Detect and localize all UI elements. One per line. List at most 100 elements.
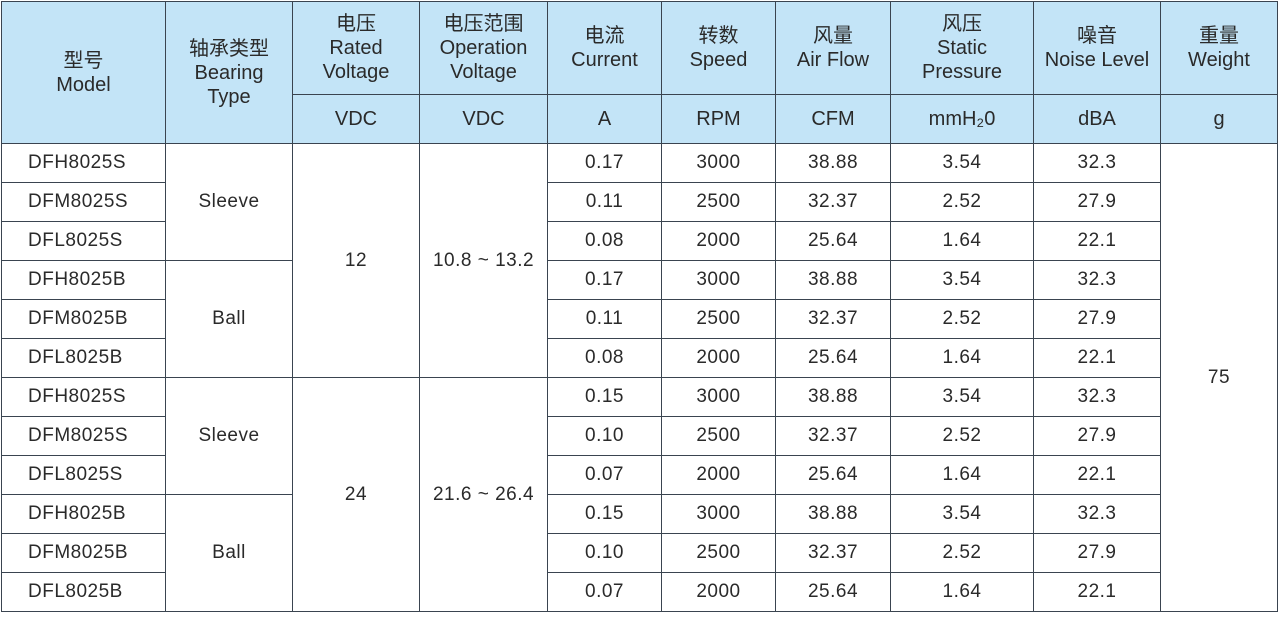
cell-text: DFL8025B — [28, 347, 123, 368]
value-cell: 32.3 — [1033, 260, 1161, 300]
cell-text: 38.88 — [807, 386, 859, 407]
cell-text: 38.88 — [807, 503, 859, 524]
voltage-cell: 24 — [292, 377, 420, 612]
range-cell: 21.6 ~ 26.4 — [419, 377, 548, 612]
value-cell: 25.64 — [775, 455, 891, 495]
header-cell: 噪音 Noise Level — [1033, 1, 1161, 95]
cell-text: 0.17 — [585, 152, 624, 173]
value-cell: 27.9 — [1033, 182, 1161, 222]
cell-text: Air Flow — [796, 49, 870, 71]
cell-text: 3000 — [696, 269, 741, 290]
value-cell: 2500 — [661, 182, 776, 222]
cell-text: 0.17 — [585, 269, 624, 290]
value-cell: 0.07 — [547, 572, 662, 612]
cell-text: 1.64 — [942, 464, 982, 485]
cell-text: 1.64 — [942, 230, 982, 251]
cell-text: 3000 — [696, 152, 741, 173]
cell-text: 2500 — [696, 425, 741, 446]
cell-text: DFM8025S — [28, 191, 129, 212]
cell-text: 噪音 — [1077, 25, 1117, 47]
model-cell: DFL8025S — [1, 221, 166, 261]
value-cell: 22.1 — [1033, 572, 1161, 612]
value-cell: 1.64 — [890, 221, 1034, 261]
cell-text: DFH8025B — [28, 269, 126, 290]
cell-text: 2000 — [696, 230, 741, 251]
value-cell: 38.88 — [775, 260, 891, 300]
unit-row: VDC VDC A RPM CFM mmH₂0 dBA g — [2, 94, 1278, 144]
cell-text: 重量 — [1199, 25, 1239, 47]
value-cell: 32.3 — [1033, 143, 1161, 183]
data-row: DFH8025S Sleeve 24 21.6 ~ 26.4 0.15 3000 38.88… — [1, 377, 1278, 612]
model-cell: DFM8025S — [1, 182, 166, 222]
cell-text: Ball — [212, 308, 246, 329]
value-cell: 3000 — [661, 377, 776, 417]
header-cell: 转数 Speed — [661, 1, 776, 95]
value-cell: 2000 — [661, 572, 776, 612]
value-cell: 0.15 — [547, 377, 662, 417]
value-cell: 0.17 — [547, 143, 662, 183]
bearing-cell: Sleeve — [165, 143, 293, 261]
cell-text: 2.52 — [942, 542, 982, 563]
value-cell: 2500 — [661, 533, 776, 573]
cell-text: 0.07 — [585, 464, 624, 485]
header-cell: 重量 Weight — [1160, 1, 1278, 95]
cell-text: 3.54 — [942, 386, 982, 407]
value-cell: 3.54 — [890, 260, 1034, 300]
cell-text: 1.64 — [942, 581, 982, 602]
value-cell: 32.37 — [775, 299, 891, 339]
unit-cell: g — [1160, 94, 1278, 144]
value-cell: 3000 — [661, 494, 776, 534]
value-cell: 2500 — [661, 416, 776, 456]
cell-text: Sleeve — [198, 425, 260, 446]
data-row: DFL8025B 0.07 2000 25.64 1.64 22.1 — [1, 572, 1278, 612]
model-cell: DFM8025B — [1, 299, 166, 339]
unit-cell: VDC — [292, 94, 420, 144]
cell-text: 24 — [344, 483, 368, 505]
cell-text: Current — [571, 49, 638, 71]
cell-text: g — [1213, 108, 1225, 130]
model-cell: DFL8025B — [1, 338, 166, 378]
value-cell: 2.52 — [890, 182, 1034, 222]
cell-text: 25.64 — [807, 464, 859, 485]
cell-text: Bearing — [194, 61, 264, 84]
header-cell: 电流 Current — [547, 1, 662, 95]
cell-text: 2500 — [696, 542, 741, 563]
header-cell: 风量 Air Flow — [775, 1, 891, 95]
unit-cell: VDC — [419, 94, 548, 144]
header-cell: 风压 Static Pressure — [890, 1, 1034, 95]
cell-text: VDC — [462, 108, 505, 130]
cell-text: 32.3 — [1077, 269, 1117, 290]
cell-text: 27.9 — [1077, 308, 1117, 329]
value-cell: 0.11 — [547, 299, 662, 339]
cell-text: Sleeve — [198, 191, 260, 212]
cell-text: 3.54 — [942, 503, 982, 524]
voltage-cell: 12 — [292, 143, 420, 378]
cell-text: Model — [56, 73, 111, 96]
cell-text: DFM8025B — [28, 542, 129, 563]
data-row: DFH8025S Sleeve 12 10.8 ~ 13.2 0.17 3000 38.88… — [1, 143, 1278, 612]
cell-text: 0.08 — [585, 347, 624, 368]
cell-text: 32.3 — [1077, 386, 1117, 407]
value-cell: 22.1 — [1033, 221, 1161, 261]
cell-text: Voltage — [450, 61, 517, 83]
cell-text: DFH8025S — [28, 152, 126, 173]
model-cell: DFM8025B — [1, 533, 166, 573]
value-cell: 25.64 — [775, 338, 891, 378]
cell-text: 32.37 — [807, 308, 859, 329]
cell-text: 电压 — [336, 13, 376, 35]
cell-text: 27.9 — [1077, 542, 1117, 563]
cell-text: CFM — [811, 108, 855, 130]
cell-text: 22.1 — [1077, 581, 1117, 602]
cell-text: 32.37 — [807, 425, 859, 446]
cell-text: 0.10 — [585, 542, 624, 563]
cell-text: 25.64 — [807, 347, 859, 368]
data-row: DFM8025S 0.10 2500 32.37 2.52 27.9 — [1, 416, 1278, 456]
value-cell: 1.64 — [890, 455, 1034, 495]
cell-text: DFL8025S — [28, 230, 123, 251]
unit-cell: RPM — [661, 94, 776, 144]
cell-text: 21.6 ~ 26.4 — [432, 483, 535, 505]
cell-text: Ball — [212, 542, 246, 563]
value-cell: 3000 — [661, 143, 776, 183]
cell-text: 2500 — [696, 308, 741, 329]
cell-text: Voltage — [322, 61, 390, 83]
